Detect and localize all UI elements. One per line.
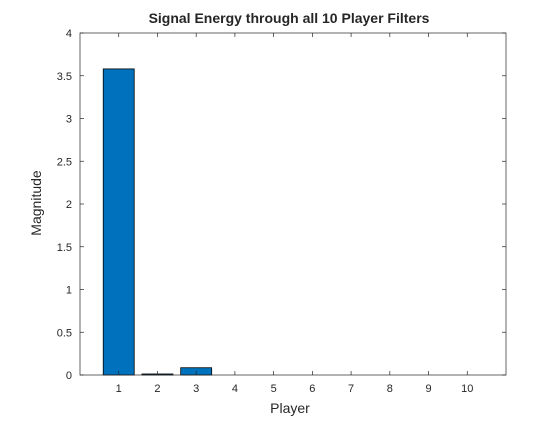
plot-area xyxy=(80,33,506,375)
y-tick-label: 2 xyxy=(66,199,72,211)
x-tick-label: 6 xyxy=(309,383,315,395)
y-tick-label: 0.5 xyxy=(57,327,72,339)
y-ticks-group: 0 0.5 1 1.5 2 2.5 3 3.5 4 xyxy=(57,28,506,382)
x-tick-label: 3 xyxy=(193,383,199,395)
x-tick-label: 2 xyxy=(154,383,160,395)
x-tick-label: 9 xyxy=(425,383,431,395)
x-ticks-group: 1 2 3 4 5 6 7 8 9 10 xyxy=(116,33,473,395)
x-tick-label: 7 xyxy=(348,383,354,395)
x-tick-label: 4 xyxy=(232,383,238,395)
y-tick-label: 4 xyxy=(66,28,72,40)
y-tick-label: 0 xyxy=(66,370,72,382)
y-tick-label: 1.5 xyxy=(57,242,72,254)
bar-player-1 xyxy=(102,68,135,376)
x-axis-label: Player xyxy=(270,400,310,416)
x-tick-label: 5 xyxy=(271,383,277,395)
x-tick-label: 1 xyxy=(116,383,122,395)
chart-title: Signal Energy through all 10 Player Filt… xyxy=(149,10,430,26)
x-tick-label: 8 xyxy=(387,383,393,395)
y-tick-label: 2.5 xyxy=(57,156,72,168)
y-axis-label: Magnitude xyxy=(28,170,44,236)
y-tick-label: 3 xyxy=(66,114,72,126)
y-tick-label: 3.5 xyxy=(57,71,72,83)
x-tick-label: 10 xyxy=(461,383,473,395)
y-tick-label: 1 xyxy=(66,285,72,297)
